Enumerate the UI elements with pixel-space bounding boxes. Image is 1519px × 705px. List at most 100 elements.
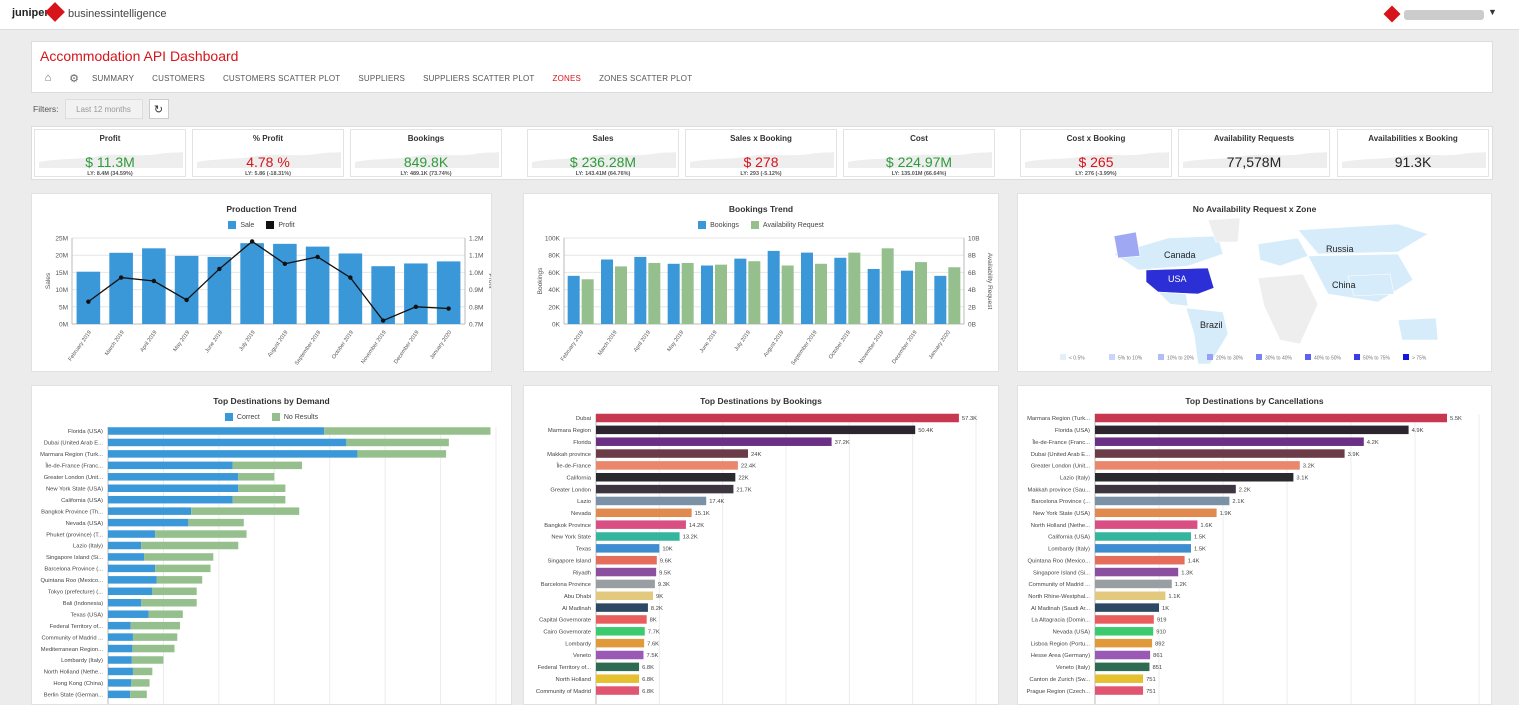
data-label: 3.1K [1296,475,1308,481]
bar-availability-request [581,279,594,324]
tab-zones-scatter[interactable]: ZONES SCATTER PLOT [599,73,693,83]
bar [1095,496,1230,506]
legend-item-profit[interactable]: Profit [266,221,295,229]
logo-word[interactable]: juniper [12,7,49,19]
bar [596,579,655,589]
tab-summary[interactable]: SUMMARY [92,73,135,83]
bar [1095,638,1153,648]
bar [1095,650,1151,660]
bar [1095,567,1179,577]
data-label: 3.9K [1348,452,1360,458]
y-tick-label: Florida [573,440,591,446]
kpi-card[interactable]: % Profit 4.78 % LY: 5.86 (-18.31%) [192,129,344,177]
period-filter[interactable]: Last 12 months [64,99,143,119]
bar-sale [371,266,395,324]
y-tick-label: Greater London (Unit... [44,475,104,481]
y2-tick-label: 4B [968,287,976,294]
chart-legend: Sale Profit [32,221,491,229]
y-tick-label: New York State (USA) [1033,511,1090,517]
map-label: Brazil [1200,320,1223,330]
data-label: 2.1K [1232,499,1244,505]
kpi-card[interactable]: Sales x Booking $ 278 LY: 293 (-5.12%) [685,129,837,177]
chart-title: Top Destinations by Demand [213,396,330,406]
user-menu[interactable]: ▼ [1383,5,1501,23]
bar-bookings [901,270,913,324]
legend-item-sale[interactable]: Sale [228,221,254,229]
y-tick-label: 0M [59,322,68,329]
y-tick-label: California [567,475,592,481]
legend-item-availability[interactable]: Availability Request [750,221,824,229]
chart-legend: Correct No Results [32,413,511,421]
data-label: 37.2K [835,440,850,446]
mexico-region [1157,291,1189,307]
tab-customers-scatter[interactable]: CUSTOMERS SCATTER PLOT [222,73,341,83]
y-tick-label: California (USA) [1048,535,1090,541]
world-map[interactable]: Canada USA Russia China Brazil < 0.5% 5% to 10… [1018,194,1491,371]
data-label: 8.2K [651,606,663,612]
tab-customers[interactable]: CUSTOMERS [152,73,205,83]
legend-swatch [698,221,707,229]
tab-suppliers[interactable]: SUPPLIERS [358,73,406,83]
legend-item-correct[interactable]: Correct [224,413,260,421]
map-label: Canada [1164,250,1196,260]
bar [1095,591,1166,600]
y-tick-label: Mediterranean Region... [41,647,104,653]
kpi-card[interactable]: Cost x Booking $ 265 LY: 276 (-3.99%) [1020,129,1172,177]
kpi-card[interactable]: Profit $ 11.3M LY: 8.4M (34.59%) [34,129,186,177]
map-legend-swatch [1305,354,1311,360]
y-tick-label: California (USA) [61,498,103,504]
data-label: 24K [751,452,761,458]
data-label: 10K [662,547,672,553]
profit-point [348,275,353,280]
kpi-card[interactable]: Cost $ 224.97M LY: 135.01M (66.64%) [843,129,995,177]
kpi-sparkline [355,152,499,168]
bar [1095,508,1217,518]
bookings-trend-card: Bookings Trend Bookings Availability Req… [523,193,999,372]
y-tick-label: Lazio (Italy) [1060,475,1090,481]
bar [596,650,644,660]
sparkline-area [1183,152,1327,168]
kpi-card[interactable]: Bookings 849.8K LY: 489.1K (73.74%) [350,129,502,177]
caret-down-icon[interactable]: ▼ [1488,7,1497,17]
legend-item-no-results[interactable]: No Results [271,413,319,421]
y-tick-label: 60K [548,270,560,277]
usa-region [1145,267,1215,295]
legend-label: No Results [283,413,319,421]
kpi-last-year: LY: 135.01M (66.64%) [891,171,947,177]
bar-no-results [131,679,150,687]
bar-bookings [934,275,947,324]
kpi-card[interactable]: Availability Requests 77,578M [1178,129,1330,177]
bar [596,532,680,541]
bar [596,662,640,672]
home-icon[interactable]: ⌂ [44,72,52,84]
bar-sale [273,243,297,324]
refresh-button[interactable]: ↻ [148,99,169,119]
gear-icon[interactable]: ⚙ [69,72,79,85]
bar-no-results [148,610,183,618]
bar-correct [108,564,156,573]
bar-correct [108,690,131,699]
kpi-value: $ 224.97M [885,154,953,170]
bar [1095,615,1154,624]
kpi-card[interactable]: Availabilities x Booking 91.3K [1337,129,1489,177]
bar [1095,579,1172,589]
y-tick-label: Barcelona Province (... [1031,499,1090,505]
legend-item-bookings[interactable]: Bookings [698,221,739,229]
bar-correct [108,644,133,653]
sparkline-area [1342,152,1486,168]
kpi-card[interactable]: Sales $ 236.28M LY: 143.41M (64.76%) [527,129,679,177]
y-tick-label: Florida (USA) [1055,428,1090,434]
x-tick-label: September 2019 [294,330,322,367]
data-label: 1.9K [1220,511,1232,517]
kpi-strip: Profit $ 11.3M LY: 8.4M (34.59%) % Profit 4.… [31,126,1493,180]
y-tick-label: Singapore Island [547,558,591,564]
bar-no-results [141,541,239,550]
legend-label: Correct [236,413,260,421]
kpi-title: Sales x Booking [730,134,792,143]
tab-suppliers-scatter[interactable]: SUPPLIERS SCATTER PLOT [423,73,535,83]
profit-point [380,318,386,323]
tab-zones[interactable]: ZONES [552,73,582,83]
data-label: 892 [1155,641,1165,647]
data-label: 1.5K [1194,547,1206,553]
legend-swatch [224,413,233,421]
